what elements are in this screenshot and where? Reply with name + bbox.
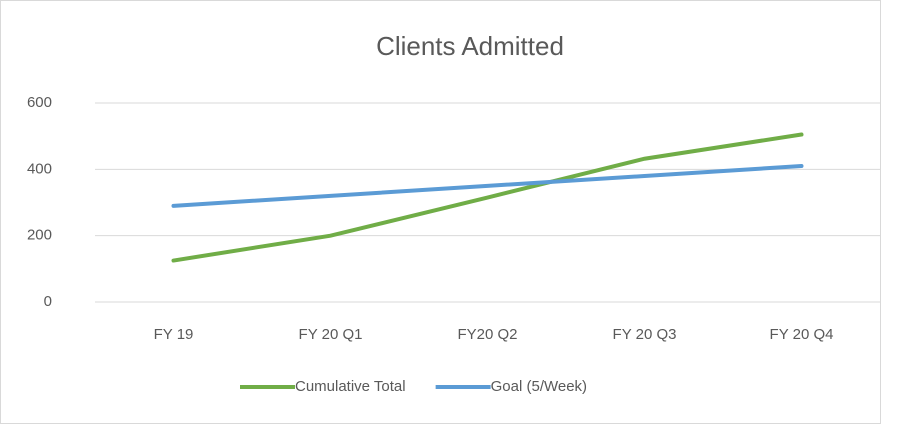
x-tick-label: FY 20 Q1 <box>299 326 363 343</box>
y-tick-label: 400 <box>27 160 52 177</box>
series-line <box>171 132 804 263</box>
x-tick-label: FY 20 Q4 <box>770 326 834 343</box>
x-tick-label: FY20 Q2 <box>457 326 517 343</box>
y-tick-label: 600 <box>27 94 52 111</box>
series-line <box>171 164 804 208</box>
y-tick-label: 0 <box>44 293 52 310</box>
chart-title: Clients Admitted <box>376 31 564 61</box>
chart-border <box>0 0 881 424</box>
x-tick-label: FY 19 <box>154 326 194 343</box>
legend-label: Goal (5/Week) <box>491 378 587 395</box>
legend-label: Cumulative Total <box>295 378 406 395</box>
y-tick-label: 200 <box>27 227 52 244</box>
x-tick-label: FY 20 Q3 <box>613 326 677 343</box>
